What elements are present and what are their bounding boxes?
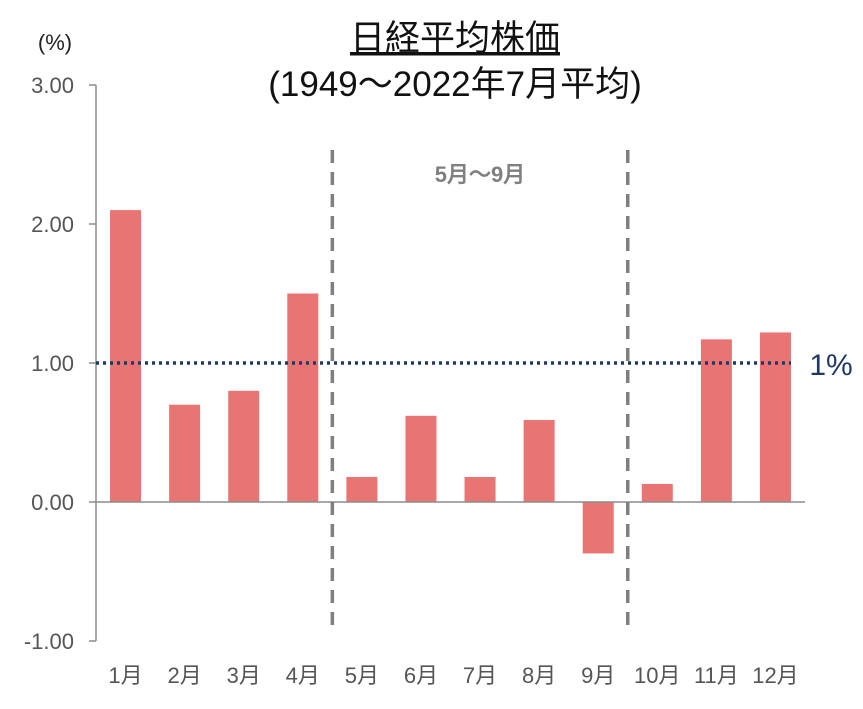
x-tick-label: 1月 (108, 663, 142, 688)
reference-line-label: 1% (809, 349, 852, 382)
plot-area: 3.00 2.00 1.00 0.00 -1.00 1月 2月 3月 4月 5月 6月 7月 8月 9月 1… (24, 73, 853, 688)
bar (464, 476, 496, 502)
bar (641, 483, 673, 502)
y-unit-label: (%) (38, 30, 72, 55)
bar (700, 339, 732, 502)
x-tick-label: 2月 (168, 663, 202, 688)
y-tick-label: 0.00 (31, 490, 74, 515)
chart-subtitle: (1949～2022年7月平均) (268, 65, 642, 104)
x-tick-label: 12月 (752, 663, 798, 688)
bar (523, 419, 555, 502)
y-tick-label: 2.00 (31, 212, 74, 237)
y-tick-label: 3.00 (31, 73, 74, 98)
x-tick-label: 10月 (634, 663, 680, 688)
y-tick-label: -1.00 (24, 629, 74, 654)
x-tick-label: 7月 (463, 663, 497, 688)
bar (287, 293, 319, 502)
bar (169, 404, 201, 502)
bar (759, 332, 791, 502)
chart-title-group: 日経平均株価 (1949～2022年7月平均) (268, 19, 642, 104)
x-tick-label: 9月 (581, 663, 615, 688)
bar (582, 502, 614, 554)
bar (405, 415, 437, 502)
x-tick-label: 8月 (522, 663, 556, 688)
x-tick-label: 4月 (286, 663, 320, 688)
x-tick-label: 3月 (227, 663, 261, 688)
x-tick-label: 5月 (345, 663, 379, 688)
bar (228, 390, 260, 502)
bar (110, 210, 142, 502)
y-tick-label: 1.00 (31, 351, 74, 376)
chart-title: 日経平均株価 (350, 19, 560, 58)
x-tick-label: 6月 (404, 663, 438, 688)
x-tick-label: 11月 (694, 663, 739, 688)
bar (346, 476, 378, 502)
highlight-region-label: 5月～9月 (435, 162, 525, 187)
